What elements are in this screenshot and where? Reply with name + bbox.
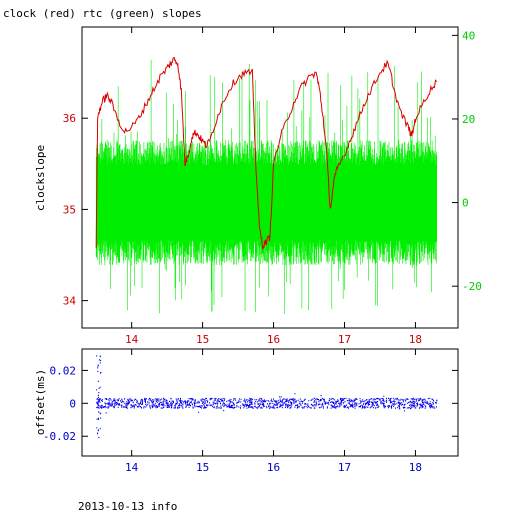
slopes-y-left-tick-label: 34 (63, 295, 77, 308)
slopes-y-left-tick-label: 35 (63, 203, 76, 216)
slopes-x-tick-label: 15 (196, 333, 209, 346)
slopes-x-tick-label: 17 (338, 333, 351, 346)
offset-y-tick-label: -0.02 (43, 430, 76, 443)
slopes-y-right-tick-label: -20 (462, 280, 482, 293)
slopes-ylabel: clockslope (34, 145, 47, 211)
offset-series-points (96, 355, 438, 439)
rtc-series (95, 59, 438, 314)
slopes-y-right-tick-label: 40 (462, 29, 475, 42)
slopes-x-tick-label: 18 (409, 333, 422, 346)
offset-x-tick-label: 17 (338, 461, 351, 474)
slopes-x-tick-label: 14 (125, 333, 139, 346)
slopes-axes: 14 15 16 17 18 34 35 36 -20 0 20 40 (63, 27, 482, 346)
offset-series (96, 355, 438, 439)
offset-y-tick-label: 0 (69, 397, 76, 410)
offset-x-tick-label: 18 (409, 461, 422, 474)
offset-ylabel: offset(ms) (34, 369, 47, 435)
offset-plot-frame (81, 348, 459, 457)
slopes-plot: 14 15 16 17 18 34 35 36 -20 0 20 40 clockslope (34, 26, 482, 346)
clock-series-line (95, 56, 438, 250)
offset-axes: 14 15 16 17 18 -0.02 0 0.02 (43, 349, 458, 474)
footer-info: 2013-10-13 info (78, 500, 177, 512)
chart-title: clock (red) rtc (green) slopes (3, 7, 202, 20)
offset-x-tick-label: 15 (196, 461, 209, 474)
offset-y-tick-label: 0.02 (50, 364, 77, 377)
slopes-plot-frame (81, 26, 459, 329)
offset-x-tick-label: 16 (267, 461, 280, 474)
slopes-y-right-tick-label: 0 (462, 197, 469, 210)
offset-x-tick-label: 14 (125, 461, 139, 474)
clock-series (95, 56, 438, 250)
offset-plot: 14 15 16 17 18 -0.02 0 0.02 offset(ms) (34, 348, 459, 474)
rtc-series-trace (95, 59, 438, 314)
slopes-y-left-tick-label: 36 (63, 112, 76, 125)
slopes-y-right-tick-label: 20 (462, 113, 475, 126)
slopes-x-tick-label: 16 (267, 333, 280, 346)
